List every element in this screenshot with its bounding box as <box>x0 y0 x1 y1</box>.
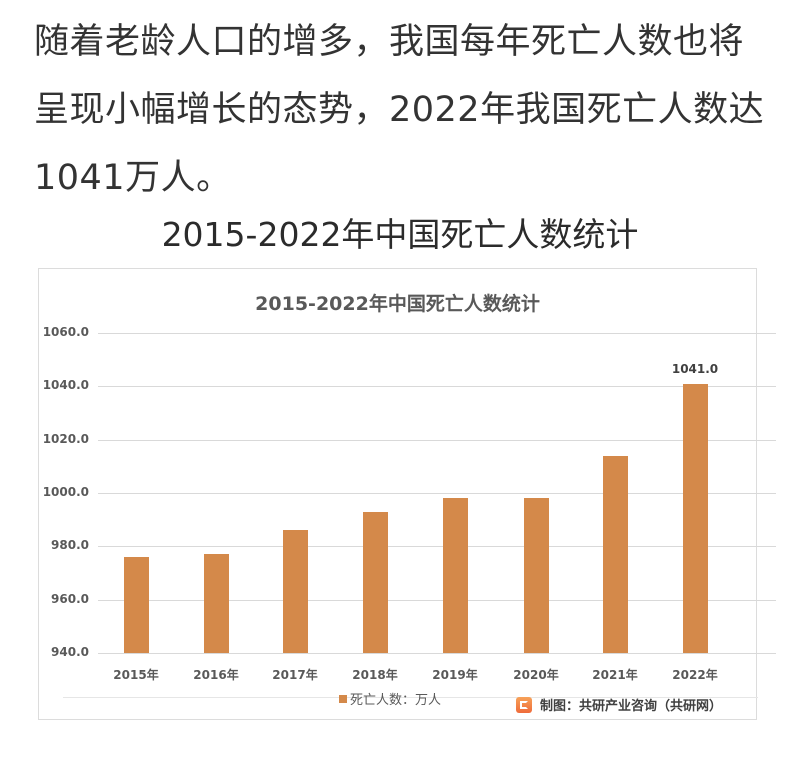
legend-label: 死亡人数：万人 <box>350 693 442 708</box>
article-paragraph: 随着老龄人口的增多，我国每年死亡人数也将呈现小幅增长的态势，2022年我国死亡人… <box>34 22 765 198</box>
x-tick-label: 2016年 <box>193 668 239 682</box>
x-tick-label: 2015年 <box>113 668 159 682</box>
bar <box>203 554 229 653</box>
bar <box>523 498 549 653</box>
chart-title: 2015-2022年中国死亡人数统计 <box>255 293 540 315</box>
x-tick-label: 2022年 <box>672 668 718 682</box>
bar <box>602 455 628 653</box>
bar <box>442 498 468 653</box>
y-tick-label: 1040.0 <box>42 378 89 393</box>
logo-icon <box>516 696 532 713</box>
axis-divider <box>63 697 758 698</box>
x-tick-label: 2020年 <box>513 668 559 682</box>
y-tick-label: 1060.0 <box>42 325 89 339</box>
gridline <box>98 653 776 654</box>
x-tick-label: 2018年 <box>352 668 398 682</box>
legend: 死亡人数：万人 <box>339 689 441 708</box>
bar <box>282 530 308 653</box>
y-tick-label: 1000.0 <box>42 485 89 499</box>
bar <box>362 511 388 653</box>
x-tick-label: 2017年 <box>272 668 318 682</box>
source-attribution: 制图：共研产业咨询（共研网） <box>516 695 722 714</box>
bar <box>123 557 149 653</box>
data-label: 1041.0 <box>671 361 719 376</box>
legend-swatch-icon <box>339 694 347 703</box>
gridline <box>98 333 776 334</box>
y-tick-label: 980.0 <box>51 538 89 553</box>
gridline <box>98 386 776 388</box>
source-label: 制图：共研产业咨询（共研网） <box>540 699 723 714</box>
y-tick-label: 960.0 <box>51 591 89 606</box>
chart-heading: 2015-2022年中国死亡人数统计 <box>161 215 639 254</box>
bar <box>682 383 708 653</box>
gridline <box>98 599 776 601</box>
y-tick-label: 1020.0 <box>42 431 89 446</box>
gridline <box>98 439 776 441</box>
chart-container: 2015-2022年中国死亡人数统计 1060.0 1040.0 1020.0 100… <box>38 268 776 720</box>
gridline <box>98 546 776 548</box>
x-tick-label: 2021年 <box>592 668 638 682</box>
plot-area: 1060.0 1040.0 1020.0 1000.0 980.0 960.0 940.0 2… <box>39 269 776 719</box>
gridline <box>98 493 776 494</box>
y-tick-label: 940.0 <box>51 645 89 659</box>
x-tick-label: 2019年 <box>432 668 478 682</box>
